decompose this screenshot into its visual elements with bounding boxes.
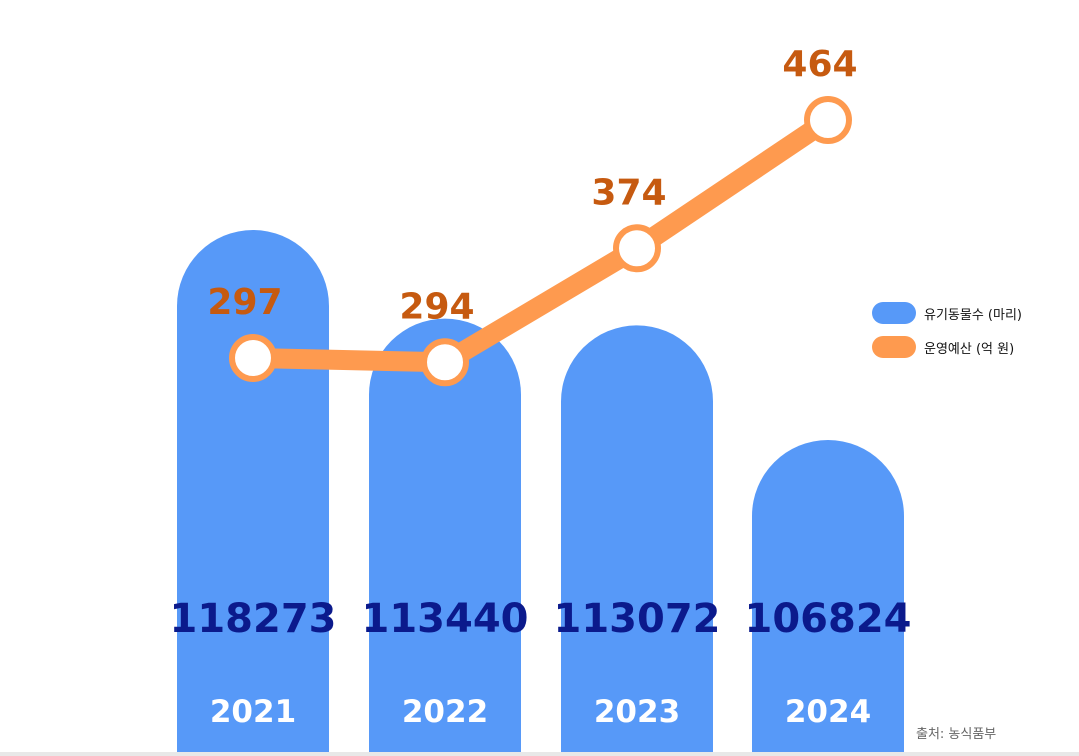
legend: 유기동물수 (마리) 운영예산 (억 원) bbox=[872, 302, 1022, 370]
line-value-2023: 374 bbox=[591, 172, 666, 213]
category-label-2024: 2024 bbox=[785, 694, 871, 730]
bar-value-2024: 106824 bbox=[745, 596, 912, 642]
legend-swatch-line bbox=[872, 336, 916, 358]
legend-label-bar: 유기동물수 (마리) bbox=[924, 307, 1022, 323]
bar-2023 bbox=[561, 325, 713, 756]
line-value-2021: 297 bbox=[207, 282, 282, 323]
category-label-2022: 2022 bbox=[402, 694, 488, 730]
bar-2024 bbox=[752, 440, 904, 756]
line-layer bbox=[229, 96, 852, 387]
category-label-2023: 2023 bbox=[594, 694, 680, 730]
line-point-2024 bbox=[804, 96, 852, 144]
category-labels: 2021 2022 2023 2024 bbox=[210, 694, 871, 730]
bar-value-2021: 118273 bbox=[170, 596, 337, 642]
legend-swatch-bar bbox=[872, 302, 916, 324]
bar-value-2022: 113440 bbox=[362, 596, 529, 642]
source-note: 출처: 농식품부 bbox=[916, 727, 997, 742]
line-values: 297 294 374 464 bbox=[207, 44, 857, 327]
category-label-2021: 2021 bbox=[210, 694, 296, 730]
legend-item-line: 운영예산 (억 원) bbox=[872, 336, 1022, 358]
legend-item-bar: 유기동물수 (마리) bbox=[872, 302, 1022, 324]
line-value-2022: 294 bbox=[399, 286, 474, 327]
line-point-2021 bbox=[229, 334, 277, 382]
line-point-2022 bbox=[421, 338, 469, 387]
line-point-2023 bbox=[613, 224, 661, 273]
bar-value-2023: 113072 bbox=[554, 596, 721, 642]
bar-values: 118273 113440 113072 106824 bbox=[170, 596, 912, 642]
bar-2022 bbox=[369, 318, 521, 756]
legend-label-line: 운영예산 (억 원) bbox=[924, 341, 1015, 357]
baseline bbox=[0, 752, 1079, 756]
budget-line bbox=[243, 110, 838, 373]
line-value-2024: 464 bbox=[782, 44, 857, 85]
